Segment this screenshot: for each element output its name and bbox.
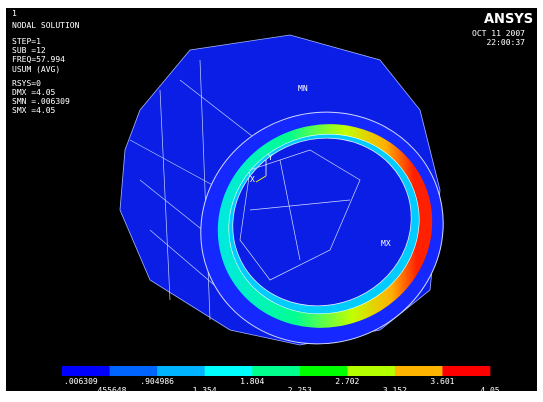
- axis-label: Y: [268, 153, 273, 162]
- date: OCT 11 2007: [472, 29, 525, 38]
- ansys-logo: ANSYS: [484, 12, 533, 27]
- info-line: FREQ=57.994: [12, 55, 65, 64]
- legend-label: 4.05: [480, 386, 499, 395]
- legend-band: [157, 366, 205, 376]
- info-line: USUM (AVG): [12, 65, 60, 74]
- info-line: NODAL SOLUTION: [12, 21, 80, 30]
- window-number: 1: [12, 9, 17, 18]
- legend-band: [205, 366, 253, 376]
- legend-band: [62, 366, 110, 376]
- info-line: SMX =4.05: [12, 106, 56, 115]
- legend-band: [347, 366, 395, 376]
- legend-label: .904986: [140, 377, 174, 386]
- legend-band: [252, 366, 300, 376]
- info-line: SUB =12: [12, 46, 46, 55]
- legend-label: 2.702: [335, 377, 359, 386]
- legend-band: [300, 366, 348, 376]
- legend-band: [442, 366, 490, 376]
- legend-label: 3.601: [430, 377, 454, 386]
- max-label: MX: [381, 239, 391, 248]
- legend-label: 2.253: [288, 386, 312, 395]
- legend-label: 1.354: [193, 386, 217, 395]
- info-line: DMX =4.05: [12, 88, 56, 97]
- time: 22:00:37: [486, 38, 525, 47]
- min-label: MN: [298, 84, 308, 93]
- legend-band: [395, 366, 443, 376]
- legend-label: 1.804: [240, 377, 264, 386]
- axis-label: X: [250, 175, 255, 184]
- info-line: SMN =.006309: [12, 97, 70, 106]
- legend-band: [110, 366, 158, 376]
- ansys-screenshot: 1 ANSYS OCT 11 2007 22:00:37 MN MX Y X N…: [0, 0, 543, 398]
- legend-label: .006309: [64, 377, 98, 386]
- legend-label: 3.152: [383, 386, 407, 395]
- info-line: STEP=1: [12, 37, 41, 46]
- legend-label: .455648: [93, 386, 127, 395]
- info-line: RSYS=0: [12, 79, 41, 88]
